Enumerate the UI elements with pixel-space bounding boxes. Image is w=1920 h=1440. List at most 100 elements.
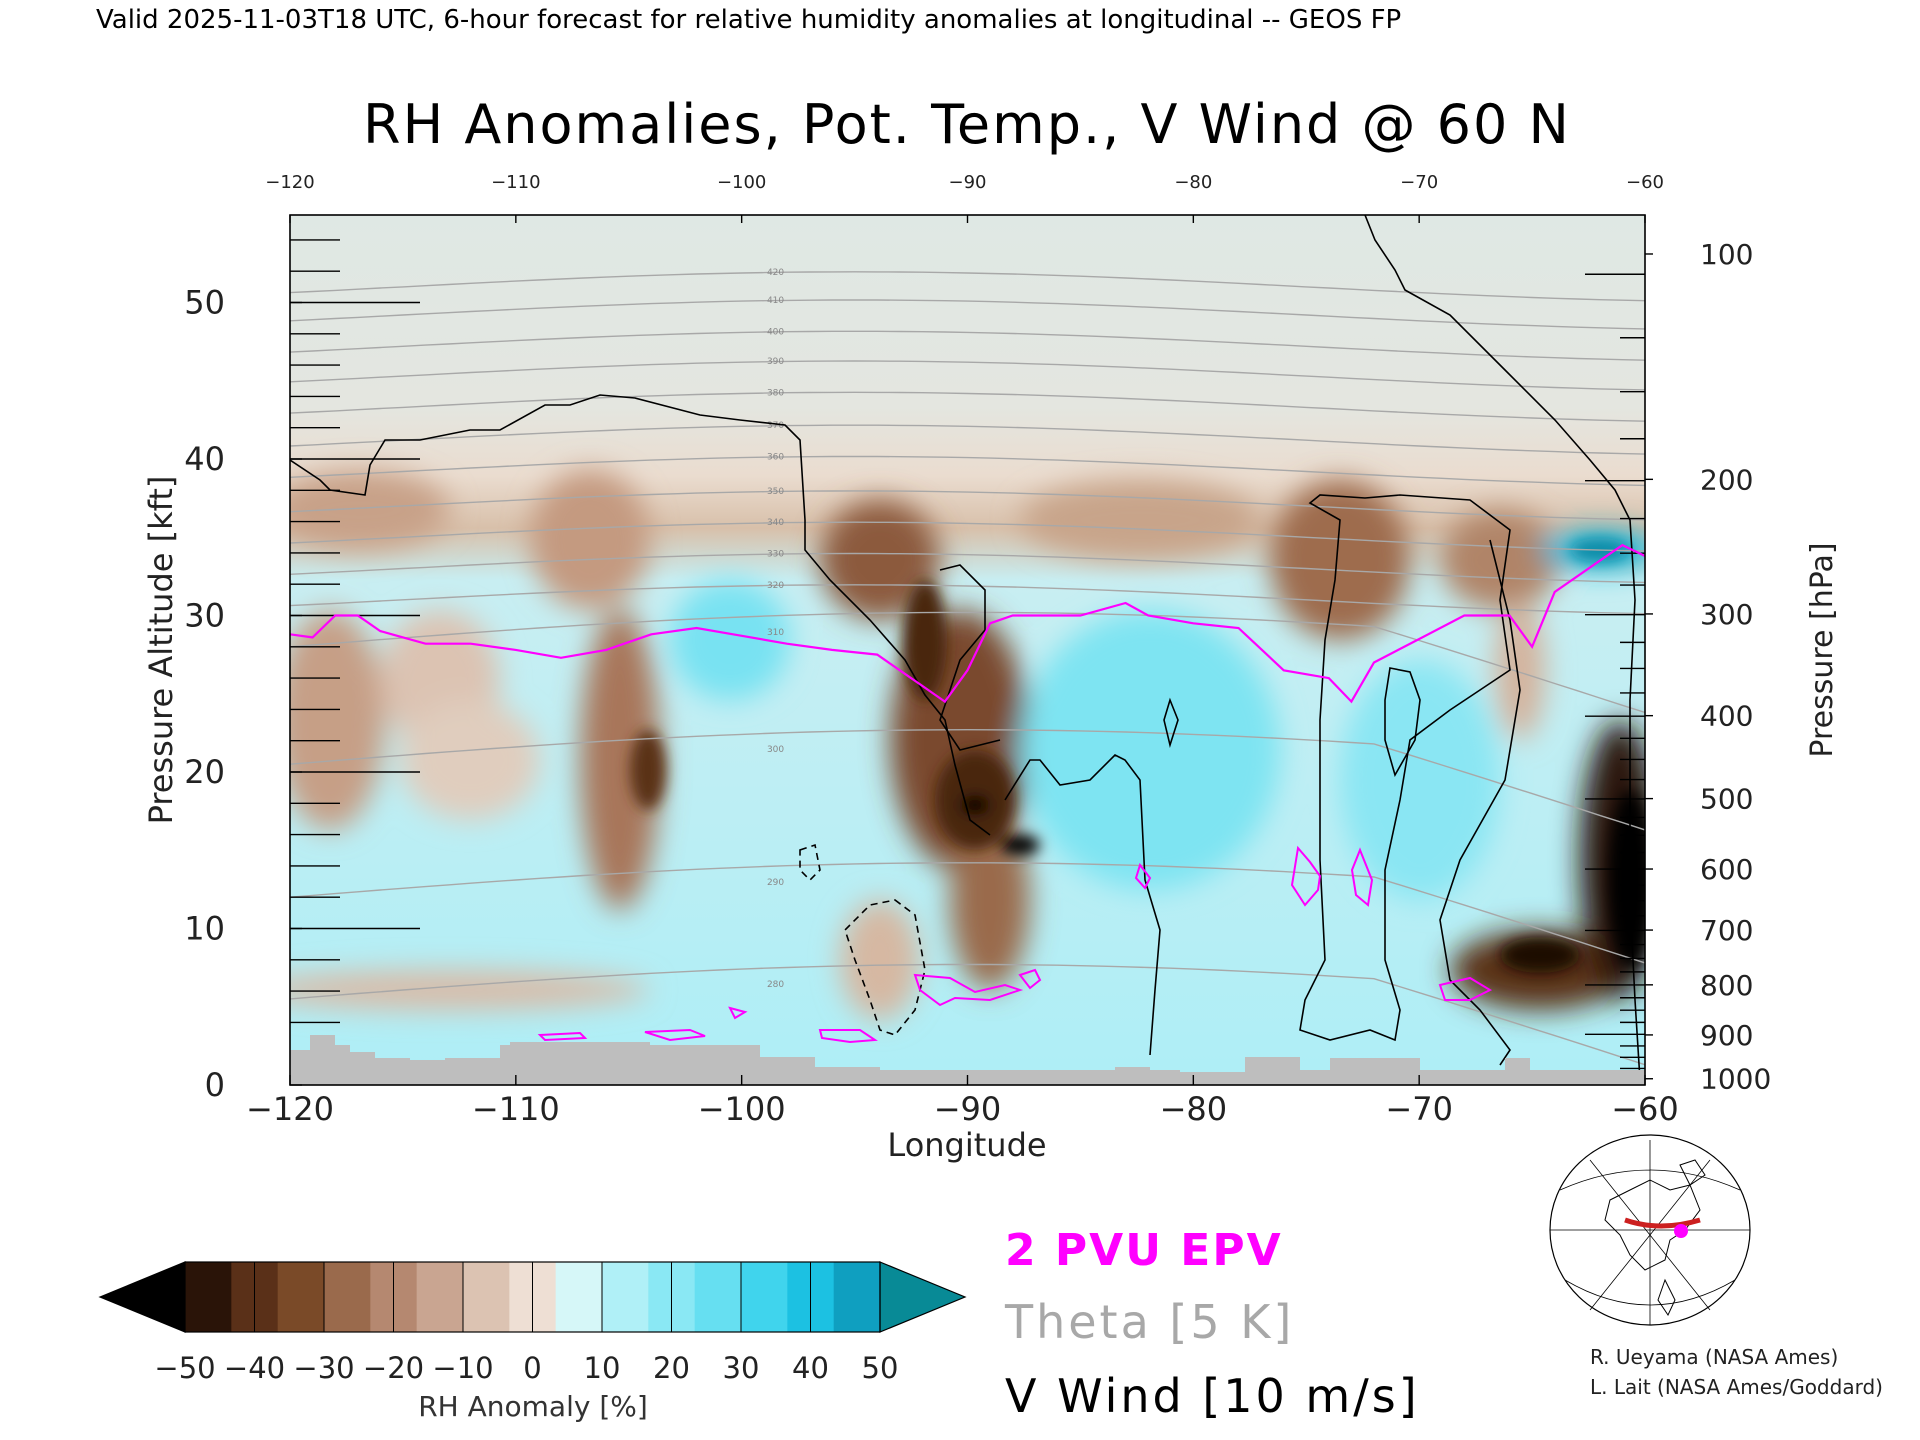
colorbar-tick-label: −40 bbox=[224, 1351, 285, 1385]
colorbar-tick-label: 40 bbox=[792, 1351, 829, 1385]
epv-closed-contour-7 bbox=[728, 1006, 748, 1020]
theta-contour-label: 370 bbox=[767, 421, 784, 431]
theta-contour-label: 420 bbox=[767, 268, 784, 278]
map-60n-line bbox=[1624, 1217, 1701, 1229]
colorbar-tick-label: 10 bbox=[584, 1351, 621, 1385]
colorbar-tick-label: −20 bbox=[363, 1351, 424, 1385]
x-tick-label-top: −90 bbox=[949, 172, 987, 193]
plot-area: 280 290 300 310 320 330 340 350 360 370 380 390 400 4… bbox=[290, 215, 1645, 1085]
epv-closed-contour-5 bbox=[1018, 968, 1042, 990]
epv-closed-contour-4 bbox=[913, 973, 1024, 1007]
header-text: Valid 2025-11-03T18 UTC, 6-hour forecast… bbox=[96, 5, 1401, 35]
colorbar-swatch bbox=[833, 1262, 881, 1332]
theta-contour-label: 410 bbox=[767, 296, 784, 306]
terrain bbox=[290, 1035, 1645, 1085]
x-tick-label: −120 bbox=[246, 1090, 334, 1128]
pressure-tick-label: 700 bbox=[1700, 914, 1753, 947]
theta-contour-label: 300 bbox=[767, 745, 784, 755]
x-tick-label-top: −60 bbox=[1626, 172, 1664, 193]
v-wind-positive-contour bbox=[939, 564, 1001, 751]
v-wind-negative-contour-1 bbox=[799, 843, 821, 882]
x-axis: −120 −120 −110 −110 −100 −100 −90 −90 −80 −80 −70 −… bbox=[246, 172, 1679, 1128]
y-tick-label: 30 bbox=[184, 597, 225, 635]
locator-map bbox=[1549, 1134, 1751, 1326]
theta-contours: 280 290 300 310 320 330 340 350 360 370 380 390 400 4… bbox=[290, 268, 1645, 1066]
epv-closed-contour-8 bbox=[818, 1029, 878, 1044]
credit-2: L. Lait (NASA Ames/Goddard) bbox=[1590, 1375, 1883, 1399]
pressure-tick-label: 300 bbox=[1700, 598, 1753, 631]
y-tick-label: 0 bbox=[205, 1066, 225, 1104]
pressure-axis: 100 200 300 400 500 600 700 800 900 1000 bbox=[1645, 238, 1771, 1096]
pressure-tick-label: 1000 bbox=[1700, 1063, 1771, 1096]
x-tick-label-top: −80 bbox=[1174, 172, 1212, 193]
credit-1: R. Ueyama (NASA Ames) bbox=[1590, 1345, 1838, 1369]
pressure-tick-label: 100 bbox=[1700, 238, 1753, 271]
v-wind-zero-contour-east-cell bbox=[1299, 494, 1511, 1042]
x-tick-label: −90 bbox=[934, 1090, 1002, 1128]
epv-closed-contour-2 bbox=[1350, 847, 1374, 907]
colorbar-tick-label: 30 bbox=[723, 1351, 760, 1385]
x-tick-label: −80 bbox=[1160, 1090, 1228, 1128]
theta-300-contour bbox=[290, 728, 1645, 831]
colorbar-swatch bbox=[694, 1262, 742, 1332]
x-tick-label-top: −120 bbox=[265, 172, 314, 193]
epv-2pvu-line bbox=[290, 543, 1645, 704]
colorbar-swatch bbox=[602, 1262, 649, 1332]
theta-380-contour bbox=[290, 391, 1645, 422]
theta-350-contour bbox=[290, 490, 1645, 521]
epv-closed-contour-3 bbox=[1134, 862, 1152, 890]
v-wind-negative-contour-2 bbox=[844, 899, 926, 1036]
map-marker bbox=[1674, 1224, 1688, 1238]
theta-330-contour bbox=[290, 552, 1645, 584]
epv-closed-contour-6 bbox=[1438, 976, 1493, 1001]
pressure-tick-label: 400 bbox=[1700, 700, 1753, 733]
theta-340-contour bbox=[290, 521, 1645, 552]
y2-axis-label: Pressure [hPa] bbox=[1805, 542, 1840, 757]
epv-closed-contour-9 bbox=[644, 1028, 706, 1042]
theta-290-contour bbox=[290, 862, 1645, 964]
theta-320-contour bbox=[290, 584, 1645, 615]
theta-280-contour bbox=[290, 963, 1645, 1066]
colorbar-high-extension bbox=[879, 1261, 967, 1333]
theta-360-contour bbox=[290, 455, 1645, 487]
colorbar-tick-label: −10 bbox=[432, 1351, 493, 1385]
chart-title: RH Anomalies, Pot. Temp., V Wind @ 60 N bbox=[363, 93, 1571, 156]
v-wind-zero-contour-mid bbox=[1004, 754, 1161, 1056]
theta-contour-label: 280 bbox=[767, 980, 784, 990]
pressure-tick-label: 500 bbox=[1700, 783, 1753, 816]
y-axis: 0 10 20 30 40 50 bbox=[184, 284, 302, 1104]
x-tick-label: −70 bbox=[1385, 1090, 1453, 1128]
rh-anomaly-blobs bbox=[290, 470, 1645, 1020]
theta-contour-label: 350 bbox=[767, 487, 784, 497]
y-tick-label: 50 bbox=[184, 284, 225, 322]
legend: 2 PVU EPV Theta [5 K] V Wind [10 m/s] bbox=[1004, 1225, 1417, 1423]
theta-390-contour bbox=[290, 360, 1645, 391]
y-axis-label: Pressure Altitude [kft] bbox=[142, 476, 180, 825]
theta-contour-label: 380 bbox=[767, 388, 784, 398]
v-wind-zero-contour-low-east bbox=[1439, 539, 1521, 1066]
theta-370-contour bbox=[290, 424, 1645, 455]
y-tick-label: 40 bbox=[184, 440, 225, 478]
v-wind-zero-contour-east bbox=[1364, 215, 1641, 1081]
y-tick-label: 10 bbox=[184, 910, 225, 948]
theta-contour-label: 360 bbox=[767, 452, 784, 462]
x-tick-label-top: −110 bbox=[491, 172, 540, 193]
theta-contour-label: 390 bbox=[767, 357, 784, 367]
colorbar-swatch bbox=[416, 1262, 464, 1332]
colorbar-tick-label: −50 bbox=[154, 1351, 215, 1385]
colorbar-swatch bbox=[185, 1262, 232, 1332]
colorbar-tick-label: 50 bbox=[862, 1351, 899, 1385]
x-tick-label: −110 bbox=[472, 1090, 560, 1128]
theta-contour-label: 320 bbox=[767, 581, 784, 591]
epv-closed-contour-1 bbox=[1290, 845, 1322, 907]
colorbar-swatch bbox=[324, 1262, 371, 1332]
theta-400-contour bbox=[290, 330, 1645, 361]
epv-2pvu-small-contours bbox=[537, 845, 1493, 1044]
x-tick-label: −60 bbox=[1611, 1090, 1679, 1128]
legend-theta: Theta [5 K] bbox=[1004, 1295, 1294, 1349]
x-tick-label-top: −100 bbox=[717, 172, 766, 193]
pressure-tick-label: 800 bbox=[1700, 969, 1753, 1002]
v-wind-small-contour bbox=[1163, 697, 1179, 748]
colorbar-label: RH Anomaly [%] bbox=[418, 1390, 648, 1423]
